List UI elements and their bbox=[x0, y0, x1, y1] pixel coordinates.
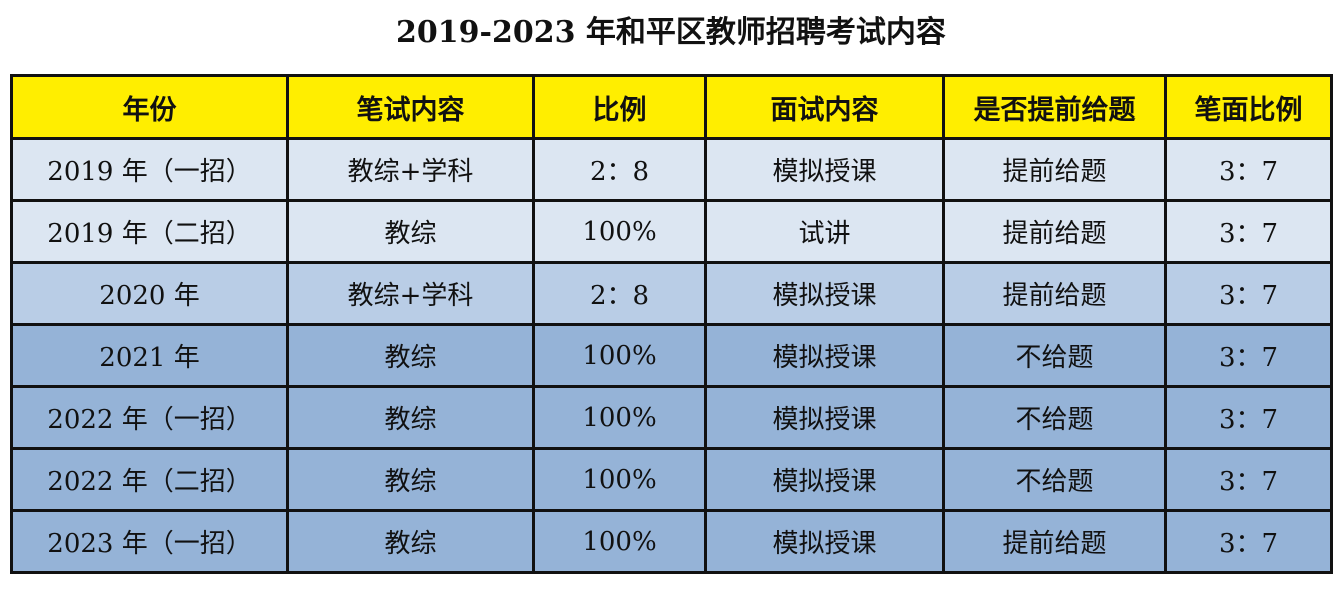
cell-year: 2019 年（二招） bbox=[10, 199, 289, 264]
table-header-row: 年份 笔试内容 比例 面试内容 是否提前给题 笔面比例 bbox=[10, 74, 1333, 140]
cell-topic-given: 不给题 bbox=[942, 385, 1167, 450]
cell-interview-content: 模拟授课 bbox=[704, 447, 945, 512]
cell-written-interview-ratio: 3：7 bbox=[1164, 323, 1333, 388]
cell-written-interview-ratio: 3：7 bbox=[1164, 261, 1333, 326]
cell-ratio: 2：8 bbox=[532, 137, 707, 202]
header-written-interview-ratio: 笔面比例 bbox=[1164, 74, 1333, 140]
cell-written-interview-ratio: 3：7 bbox=[1164, 137, 1333, 202]
page-title: 2019-2023 年和平区教师招聘考试内容 bbox=[396, 15, 946, 50]
cell-written-content: 教综 bbox=[286, 199, 535, 264]
cell-year: 2023 年（一招） bbox=[10, 509, 289, 574]
cell-ratio: 100% bbox=[532, 199, 707, 264]
table-row: 2022 年（一招） 教综 100% 模拟授课 不给题 3：7 bbox=[10, 385, 1333, 450]
cell-written-content: 教综 bbox=[286, 385, 535, 450]
header-written-content: 笔试内容 bbox=[286, 74, 535, 140]
header-ratio: 比例 bbox=[532, 74, 707, 140]
cell-topic-given: 不给题 bbox=[942, 447, 1167, 512]
cell-ratio: 100% bbox=[532, 323, 707, 388]
exam-content-table: 年份 笔试内容 比例 面试内容 是否提前给题 笔面比例 2019 年（一招） 教… bbox=[10, 74, 1333, 574]
cell-interview-content: 模拟授课 bbox=[704, 509, 945, 574]
cell-written-content: 教综 bbox=[286, 509, 535, 574]
table-row: 2022 年（二招） 教综 100% 模拟授课 不给题 3：7 bbox=[10, 447, 1333, 512]
cell-ratio: 100% bbox=[532, 447, 707, 512]
cell-written-interview-ratio: 3：7 bbox=[1164, 447, 1333, 512]
cell-year: 2019 年（一招） bbox=[10, 137, 289, 202]
cell-ratio: 100% bbox=[532, 385, 707, 450]
cell-year: 2022 年（一招） bbox=[10, 385, 289, 450]
cell-written-content: 教综 bbox=[286, 447, 535, 512]
cell-interview-content: 模拟授课 bbox=[704, 385, 945, 450]
cell-year: 2022 年（二招） bbox=[10, 447, 289, 512]
header-year: 年份 bbox=[10, 74, 289, 140]
cell-topic-given: 提前给题 bbox=[942, 261, 1167, 326]
cell-interview-content: 模拟授课 bbox=[704, 323, 945, 388]
header-topic-given-in-advance: 是否提前给题 bbox=[942, 74, 1167, 140]
cell-ratio: 100% bbox=[532, 509, 707, 574]
cell-written-interview-ratio: 3：7 bbox=[1164, 509, 1333, 574]
cell-written-content: 教综 bbox=[286, 323, 535, 388]
cell-topic-given: 不给题 bbox=[942, 323, 1167, 388]
cell-topic-given: 提前给题 bbox=[942, 199, 1167, 264]
cell-ratio: 2：8 bbox=[532, 261, 707, 326]
cell-interview-content: 试讲 bbox=[704, 199, 945, 264]
table-row: 2019 年（一招） 教综+学科 2：8 模拟授课 提前给题 3：7 bbox=[10, 137, 1333, 202]
cell-written-content: 教综+学科 bbox=[286, 137, 535, 202]
table-row: 2020 年 教综+学科 2：8 模拟授课 提前给题 3：7 bbox=[10, 261, 1333, 326]
cell-topic-given: 提前给题 bbox=[942, 137, 1167, 202]
cell-interview-content: 模拟授课 bbox=[704, 261, 945, 326]
cell-year: 2020 年 bbox=[10, 261, 289, 326]
table-row: 2021 年 教综 100% 模拟授课 不给题 3：7 bbox=[10, 323, 1333, 388]
cell-year: 2021 年 bbox=[10, 323, 289, 388]
cell-written-interview-ratio: 3：7 bbox=[1164, 385, 1333, 450]
header-interview-content: 面试内容 bbox=[704, 74, 945, 140]
table-row: 2019 年（二招） 教综 100% 试讲 提前给题 3：7 bbox=[10, 199, 1333, 264]
cell-interview-content: 模拟授课 bbox=[704, 137, 945, 202]
table-row: 2023 年（一招） 教综 100% 模拟授课 提前给题 3：7 bbox=[10, 509, 1333, 574]
cell-written-content: 教综+学科 bbox=[286, 261, 535, 326]
cell-topic-given: 提前给题 bbox=[942, 509, 1167, 574]
cell-written-interview-ratio: 3：7 bbox=[1164, 199, 1333, 264]
